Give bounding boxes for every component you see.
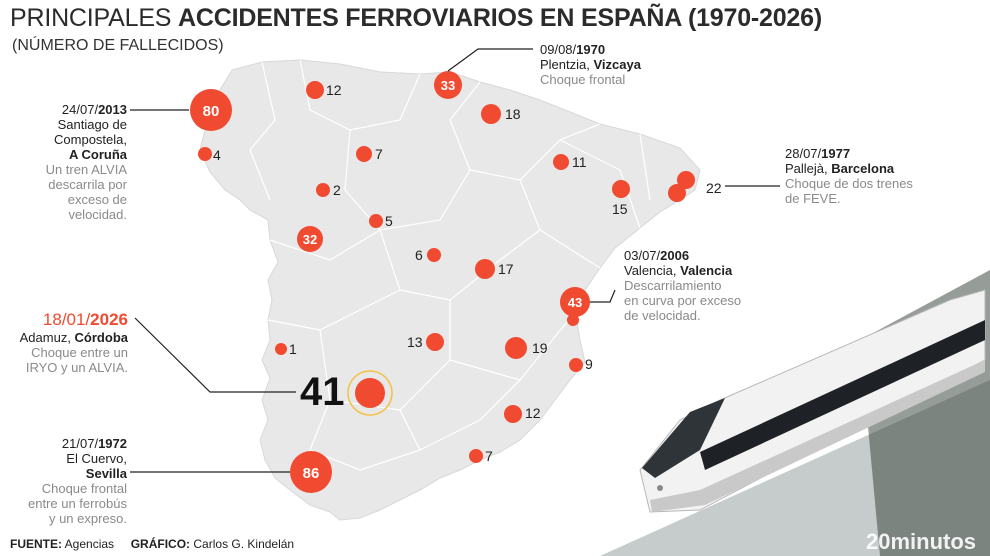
annotation-2026-date: 18/01/2026 [42, 310, 128, 329]
annotation-1972-desc: Choque frontal entre un ferrobús y un ex… [27, 481, 127, 526]
annotation-2013-place-line1: Santiago de [57, 117, 127, 132]
marker-5[interactable]: 5 [369, 213, 393, 229]
marker-32[interactable]: 32 [297, 226, 323, 252]
spain-peninsula-shape [199, 59, 701, 521]
marker-1[interactable]: 1 [275, 341, 297, 357]
marker-12-north[interactable]: 12 [306, 81, 342, 99]
marker-86[interactable]: 86 [290, 451, 332, 493]
marker-9[interactable]: 9 [569, 356, 593, 372]
marker-18-value: 18 [505, 106, 521, 122]
annotation-1970-desc: Choque frontal [540, 72, 626, 87]
footer-graphic: Carlos G. Kindelán [193, 537, 295, 551]
marker-11-value: 11 [572, 154, 587, 170]
annotation-1970-place: Plentzia, Vizcaya [540, 57, 641, 72]
annotation-2013-desc: Un tren ALVIA descarrila por exceso de v… [45, 162, 127, 222]
marker-7-north-value: 7 [375, 146, 383, 162]
annotation-1977-date: 28/07/1977 [785, 146, 851, 161]
marker-13[interactable]: 13 [407, 333, 444, 351]
brand-logo: 20minutos [866, 529, 977, 554]
marker-41-value: 41 [300, 370, 345, 414]
annotation-2026-desc: Choque entre un IRYO y un ALVIA. [25, 345, 128, 375]
marker-32-value: 32 [303, 232, 317, 247]
marker-80[interactable]: 80 [190, 89, 232, 131]
annotation-1972-place-line1: El Cuervo, [66, 451, 127, 466]
annotation-1977-desc: Choque de dos trenes de FEVE. [785, 176, 913, 206]
footer-graphic-label: GRÁFICO: [130, 537, 191, 551]
annotation-2026-place: Adamuz, Córdoba [19, 330, 128, 345]
annotation-2013-place-line2: Compostela, [54, 132, 127, 147]
marker-22-value: 22 [706, 180, 722, 196]
marker-15-value: 15 [612, 201, 628, 217]
annotation-2006-date: 03/07/2006 [624, 248, 690, 263]
marker-33-value: 33 [441, 78, 455, 93]
title-bold: ACCIDENTES FERROVIARIOS EN ESPAÑA (1970-… [178, 4, 822, 32]
title-light: PRINCIPALES [10, 4, 172, 32]
province-borders [249, 59, 651, 471]
annotation-1977-place: Pallejà, Barcelona [785, 161, 895, 176]
marker-19-value: 19 [532, 340, 548, 356]
annotation-2026: 18/01/2026 Adamuz, Córdoba Choque entre … [20, 310, 128, 375]
marker-7-south-value: 7 [485, 448, 493, 464]
annotation-1970: 09/08/1970 Plentzia, Vizcaya Choque fron… [540, 42, 641, 87]
marker-5-value: 5 [385, 213, 393, 229]
marker-6[interactable]: 6 [415, 247, 441, 263]
footer-source: Agencias [64, 537, 115, 551]
annotation-2006: 03/07/2006 Valencia, Valencia Descarrila… [624, 248, 741, 323]
train-illustration [600, 270, 990, 556]
annotation-2013-date: 24/07/2013 [61, 102, 127, 117]
marker-43-value: 43 [568, 295, 582, 310]
annotation-2006-desc: Descarrilamiento en curva por exceso de … [624, 278, 742, 323]
annotation-2006-place: Valencia, Valencia [624, 263, 733, 278]
annotation-1972-place-bold: Sevilla [85, 466, 127, 481]
marker-18[interactable]: 18 [481, 104, 521, 124]
page-title: PRINCIPALES ACCIDENTES FERROVIARIOS EN E… [10, 4, 822, 33]
marker-1-value: 1 [289, 341, 297, 357]
marker-2-value: 2 [333, 182, 341, 198]
marker-43[interactable]: 43 [560, 287, 590, 326]
annotation-1977: 28/07/1977 Pallejà, Barcelona Choque de … [785, 146, 913, 206]
marker-9-value: 9 [585, 356, 593, 372]
annotation-2013-place-bold: A Coruña [68, 147, 127, 162]
marker-33[interactable]: 33 [434, 71, 462, 99]
marker-17[interactable]: 17 [475, 259, 514, 279]
marker-15[interactable]: 15 [612, 180, 630, 217]
marker-11[interactable]: 11 [553, 154, 587, 170]
marker-80-value: 80 [203, 103, 220, 120]
marker-6-value: 6 [415, 247, 423, 263]
marker-12-north-value: 12 [326, 82, 342, 98]
footer-credits: FUENTE: Agencias GRÁFICO: Carlos G. Kind… [10, 537, 294, 551]
marker-12-south[interactable]: 12 [504, 405, 541, 423]
marker-4[interactable]: 4 [198, 147, 221, 163]
marker-4-value: 4 [213, 147, 221, 163]
marker-22[interactable]: 22 [668, 171, 722, 202]
marker-86-value: 86 [303, 465, 320, 482]
annotation-2013: 24/07/2013 Santiago de Compostela, A Cor… [46, 102, 127, 222]
leader-lines [130, 48, 780, 473]
marker-19[interactable]: 19 [505, 337, 548, 359]
annotation-1972: 21/07/1972 El Cuervo, Sevilla Choque fro… [28, 436, 127, 526]
marker-17-value: 17 [498, 261, 514, 277]
footer-source-label: FUENTE: [10, 537, 62, 551]
annotation-1972-date: 21/07/1972 [61, 436, 127, 451]
marker-13-value: 13 [407, 334, 423, 350]
marker-7-south[interactable]: 7 [469, 448, 493, 464]
page-subtitle: (NÚMERO DE FALLECIDOS) [12, 37, 224, 54]
marker-12-south-value: 12 [525, 405, 541, 421]
annotation-1970-date: 09/08/1970 [540, 42, 606, 57]
marker-41[interactable] [347, 370, 393, 416]
marker-2[interactable]: 2 [316, 182, 341, 198]
marker-7-north[interactable]: 7 [356, 146, 383, 162]
